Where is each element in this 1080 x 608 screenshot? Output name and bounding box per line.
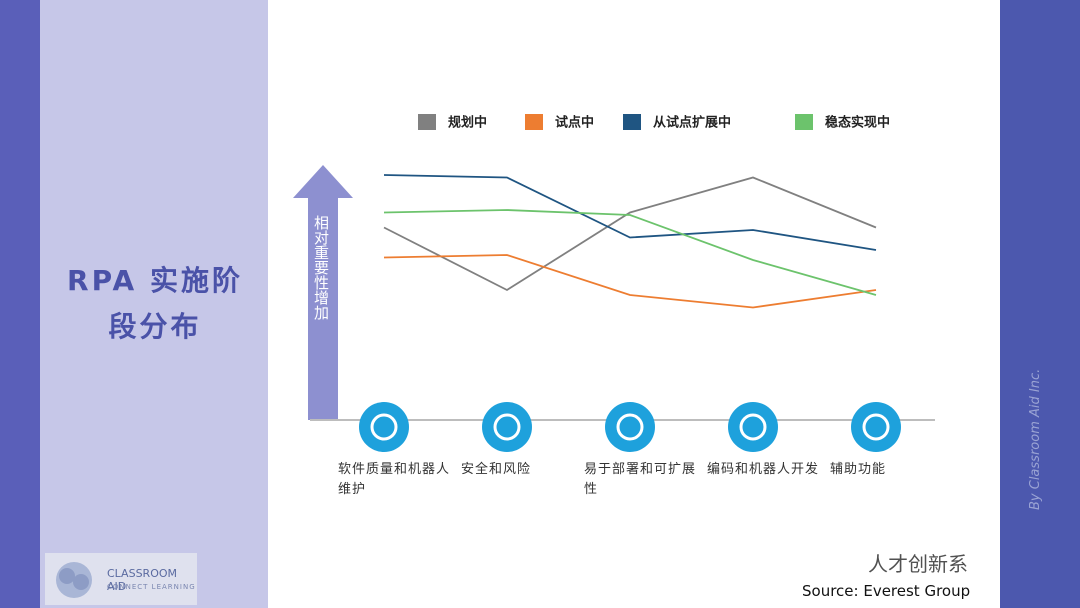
category-icon: [605, 402, 655, 452]
category-label: 易于部署和可扩展性: [584, 462, 697, 497]
legend-swatch: [795, 114, 813, 130]
icon-circle: [605, 402, 655, 452]
category-label: 编码和机器人开发: [707, 462, 820, 477]
icon-circle: [482, 402, 532, 452]
category-label: 辅助功能: [830, 462, 887, 477]
legend-label: 稳态实现中: [825, 115, 890, 131]
series-line: [383, 174, 877, 251]
category-icon: [359, 402, 409, 452]
source: Source: Everest Group: [802, 582, 971, 600]
icon-glyph: [739, 413, 767, 441]
icon-glyph: [493, 413, 521, 441]
icon-glyph: [370, 413, 398, 441]
icon-glyph: [616, 413, 644, 441]
legend-label: 规划中: [448, 115, 487, 131]
legend-swatch: [418, 114, 436, 130]
series-line: [383, 176, 877, 292]
legend-label: 试点中: [555, 115, 594, 131]
icon-circle: [728, 402, 778, 452]
legend-label: 从试点扩展中: [653, 115, 731, 131]
icon-circle: [359, 402, 409, 452]
logo-name: CLASSROOM AID: [107, 567, 178, 593]
icon-glyph: [862, 413, 890, 441]
series-line: [383, 209, 877, 296]
right-band: [1000, 0, 1080, 608]
legend-swatch: [623, 114, 641, 130]
slide-title: RPA 实施阶段分布: [67, 264, 243, 343]
left-band: [0, 0, 40, 608]
icon-circle: [851, 402, 901, 452]
side-panel: [40, 0, 268, 608]
legend-swatch: [525, 114, 543, 130]
category-label: 软件质量和机器人维护: [338, 462, 451, 497]
category-icon: [728, 402, 778, 452]
logo-tagline: CONNECT LEARNING: [107, 583, 196, 591]
category-label: 安全和风险: [461, 462, 532, 477]
category-icon: [851, 402, 901, 452]
series-line: [383, 254, 877, 309]
y-axis-label: 相对重要性增加: [312, 215, 330, 320]
logo: CLASSROOM AID CONNECT LEARNING: [45, 553, 197, 605]
y-arrow: [293, 165, 353, 420]
logo-icon: [56, 562, 92, 598]
category-icon: [482, 402, 532, 452]
watermark: 人才创新系: [868, 552, 968, 576]
